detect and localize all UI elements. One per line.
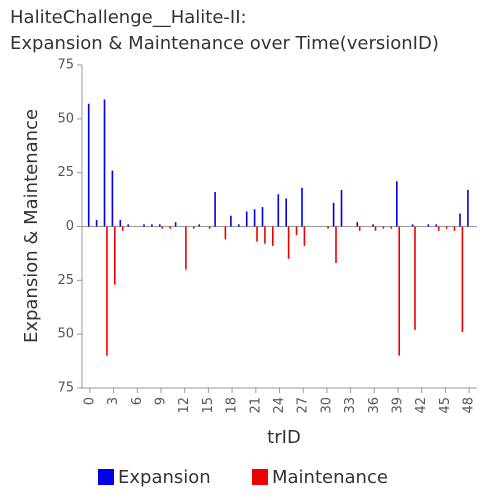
bar (453, 226, 456, 231)
y-tick-label: 75 (57, 381, 74, 396)
bar (193, 226, 195, 229)
chart-title: HaliteChallenge__Halite-II: (10, 7, 247, 28)
bar (427, 224, 430, 227)
y-tick-label: 75 (57, 58, 74, 73)
x-tick-label: 33 (343, 397, 358, 414)
bar (411, 224, 414, 227)
x-tick-label: 6 (130, 397, 145, 405)
x-tick-label: 24 (272, 397, 287, 414)
bar (287, 226, 290, 259)
x-tick-label: 27 (296, 397, 311, 414)
bar (277, 194, 280, 227)
bar (396, 181, 398, 227)
bar (303, 226, 306, 246)
bar (414, 226, 416, 330)
bar (285, 198, 287, 227)
bar (214, 192, 216, 227)
x-tick-label: 3 (106, 397, 121, 405)
bar (174, 222, 177, 227)
bar (374, 226, 377, 231)
x-axis-label: trID (267, 427, 301, 448)
bar (253, 209, 256, 227)
x-tick-label: 0 (82, 397, 97, 405)
bar (95, 220, 98, 227)
legend-swatch (252, 469, 268, 485)
bar (159, 224, 161, 227)
x-tick-label: 39 (391, 397, 406, 414)
bar (161, 226, 163, 229)
y-axis-label: Expansion & Maintenance (21, 109, 42, 343)
y-tick-label: 50 (57, 327, 74, 342)
x-tick-label: 30 (319, 397, 334, 414)
bar (467, 189, 469, 227)
bar (390, 226, 393, 229)
bar (121, 226, 124, 231)
bar (264, 226, 266, 244)
bar (356, 222, 359, 227)
bar (87, 103, 90, 227)
bar (437, 226, 440, 231)
x-tick-label: 15 (201, 397, 216, 414)
bar (459, 213, 461, 227)
bar (327, 226, 329, 229)
x-tick-label: 36 (367, 397, 382, 414)
bar (372, 224, 374, 227)
x-tick-label: 45 (438, 397, 453, 414)
x-tick-label: 42 (414, 397, 429, 414)
bar (119, 220, 122, 227)
bar (382, 226, 385, 229)
bar (245, 211, 248, 227)
y-tick-label: 25 (57, 165, 74, 180)
bar (103, 99, 106, 227)
bar (261, 207, 264, 227)
bar (398, 226, 400, 356)
bar (151, 224, 153, 227)
bar (445, 226, 448, 229)
y-tick-label: 25 (57, 273, 74, 288)
bar (230, 215, 232, 227)
bar (461, 226, 464, 333)
bar (106, 226, 108, 356)
x-tick-label: 48 (462, 397, 477, 414)
bar (127, 224, 129, 227)
x-tick-label: 18 (225, 397, 240, 414)
bar (224, 226, 227, 240)
bar (208, 226, 211, 229)
bar (272, 226, 274, 246)
bar (301, 187, 303, 227)
x-tick-label: 21 (248, 397, 263, 414)
bar (332, 202, 335, 227)
bar (295, 226, 298, 236)
bar (169, 226, 171, 229)
bar (185, 226, 187, 270)
x-tick-label: 9 (154, 397, 169, 405)
bar (340, 189, 343, 227)
bar (114, 226, 116, 285)
bar (335, 226, 337, 264)
y-tick-label: 0 (66, 219, 74, 234)
chart-title: Expansion & Maintenance over Time(versio… (10, 33, 439, 54)
bar (198, 224, 201, 227)
bar (435, 224, 438, 227)
bar (143, 224, 145, 227)
bar (238, 224, 240, 227)
y-tick-label: 50 (57, 111, 74, 126)
bar (358, 226, 361, 231)
bar (111, 170, 114, 227)
legend-label: Expansion (118, 467, 211, 488)
legend-swatch (98, 469, 114, 485)
legend-label: Maintenance (272, 467, 388, 488)
x-tick-label: 12 (177, 397, 192, 414)
bar (256, 226, 258, 242)
